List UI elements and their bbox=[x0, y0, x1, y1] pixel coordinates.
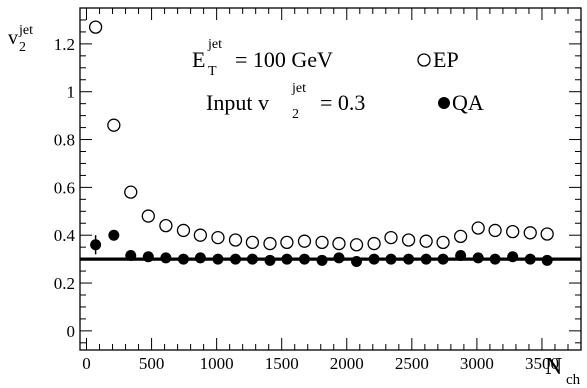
ep-data-point bbox=[367, 236, 381, 251]
input-annotation-rest: = 0.3 bbox=[320, 90, 365, 115]
qa-data-point bbox=[298, 253, 310, 265]
legend-qa-marker bbox=[438, 97, 450, 109]
qa-data-point bbox=[316, 254, 328, 266]
qa-data-point bbox=[420, 253, 432, 265]
x-tick-label: 1000 bbox=[200, 354, 234, 373]
ep-data-point bbox=[228, 233, 243, 247]
ep-data-point bbox=[211, 230, 225, 245]
y-tick-label: 0.6 bbox=[54, 178, 75, 197]
qa-data-point bbox=[403, 253, 415, 265]
qa-data-point bbox=[142, 251, 154, 263]
ep-data-point bbox=[88, 20, 103, 34]
ep-data-point bbox=[401, 233, 416, 247]
qa-data-point bbox=[507, 251, 519, 263]
energy-annotation-sup: jet bbox=[207, 37, 222, 52]
qa-data-point bbox=[368, 253, 380, 265]
qa-data-point bbox=[125, 250, 137, 262]
x-tick-label: 1500 bbox=[265, 354, 299, 373]
ep-data-point bbox=[349, 238, 364, 252]
qa-data-point bbox=[385, 253, 397, 265]
y-tick-label: 1.2 bbox=[54, 35, 75, 54]
y-tick-label: 0.2 bbox=[54, 274, 75, 293]
ep-data-point bbox=[332, 236, 346, 251]
legend: EP QA bbox=[417, 47, 484, 115]
qa-data-point bbox=[212, 253, 224, 265]
qa-data-point bbox=[541, 254, 553, 266]
qa-data-point bbox=[264, 254, 276, 266]
ep-data-point bbox=[419, 234, 433, 248]
qa-data-point bbox=[524, 253, 536, 265]
y-axis-label-sub: 2 bbox=[19, 40, 26, 55]
ep-data-point bbox=[280, 235, 294, 250]
qa-data-point bbox=[351, 256, 363, 268]
energy-annotation-rest: = 100 GeV bbox=[235, 47, 333, 72]
input-annotation-main: Input v bbox=[206, 90, 269, 115]
ep-data-point bbox=[107, 118, 121, 132]
qa-data-point bbox=[90, 239, 102, 251]
qa-data-point bbox=[489, 253, 501, 265]
energy-annotation-main: E bbox=[192, 47, 205, 72]
qa-data-point bbox=[281, 253, 293, 265]
qa-data-point bbox=[160, 252, 172, 264]
plot-border bbox=[79, 7, 582, 351]
ep-data-point bbox=[297, 234, 312, 248]
ep-data-point bbox=[245, 235, 260, 250]
y-axis-label-main: v bbox=[8, 27, 18, 49]
x-tick-label: 3500 bbox=[525, 354, 559, 373]
ep-data-point bbox=[384, 230, 398, 245]
ep-data-point bbox=[159, 218, 173, 233]
x-axis-label-sub: ch bbox=[566, 372, 581, 388]
qa-data-point bbox=[333, 252, 345, 264]
legend-ep-label: EP bbox=[433, 47, 459, 72]
qa-data-point bbox=[472, 252, 484, 264]
data-points bbox=[88, 20, 554, 268]
qa-data-point bbox=[437, 253, 449, 265]
energy-annotation-sub: T bbox=[208, 64, 217, 79]
y-tick-label: 0.4 bbox=[54, 226, 76, 245]
ep-data-point bbox=[141, 209, 155, 223]
ep-data-point bbox=[523, 226, 537, 240]
ep-data-point bbox=[506, 224, 520, 239]
ep-data-point bbox=[124, 185, 138, 199]
legend-qa-label: QA bbox=[452, 90, 484, 115]
qa-data-point bbox=[455, 250, 467, 262]
y-tick-label: 1 bbox=[67, 83, 76, 102]
x-tick-label: 500 bbox=[139, 354, 165, 373]
legend-ep-marker bbox=[417, 53, 431, 67]
ep-data-point bbox=[436, 235, 450, 250]
ep-data-point bbox=[488, 223, 502, 238]
y-axis-label-sup: jet bbox=[18, 23, 33, 38]
x-axis-label-main: N bbox=[545, 354, 562, 380]
plot-frame bbox=[79, 7, 582, 351]
qa-data-point bbox=[177, 253, 189, 265]
axis-ticks: 0 500 1000 1500 2000 2500 3000 3500 0 0.2 0.4 0.6 0.… bbox=[54, 8, 582, 373]
x-tick-label: 2000 bbox=[330, 354, 364, 373]
qa-data-point bbox=[108, 229, 120, 241]
x-tick-label: 0 bbox=[82, 354, 91, 373]
input-annotation-sub: 2 bbox=[292, 107, 299, 122]
x-tick-label: 2500 bbox=[395, 354, 429, 373]
ep-data-point bbox=[193, 228, 208, 242]
y-tick-label: 0.8 bbox=[54, 131, 75, 150]
y-axis-label: v bbox=[8, 27, 18, 49]
ep-data-point bbox=[453, 229, 468, 244]
qa-data-point bbox=[194, 252, 206, 264]
ep-data-point bbox=[315, 235, 329, 250]
x-tick-label: 3000 bbox=[460, 354, 494, 373]
ep-data-point bbox=[540, 227, 554, 241]
ep-data-point bbox=[176, 223, 191, 238]
qa-data-point bbox=[230, 253, 242, 265]
ep-data-point bbox=[471, 221, 485, 235]
y-tick-label: 0 bbox=[67, 322, 76, 341]
qa-data-point bbox=[246, 253, 258, 265]
input-annotation-sup: jet bbox=[291, 81, 306, 96]
ep-data-point bbox=[263, 236, 277, 251]
